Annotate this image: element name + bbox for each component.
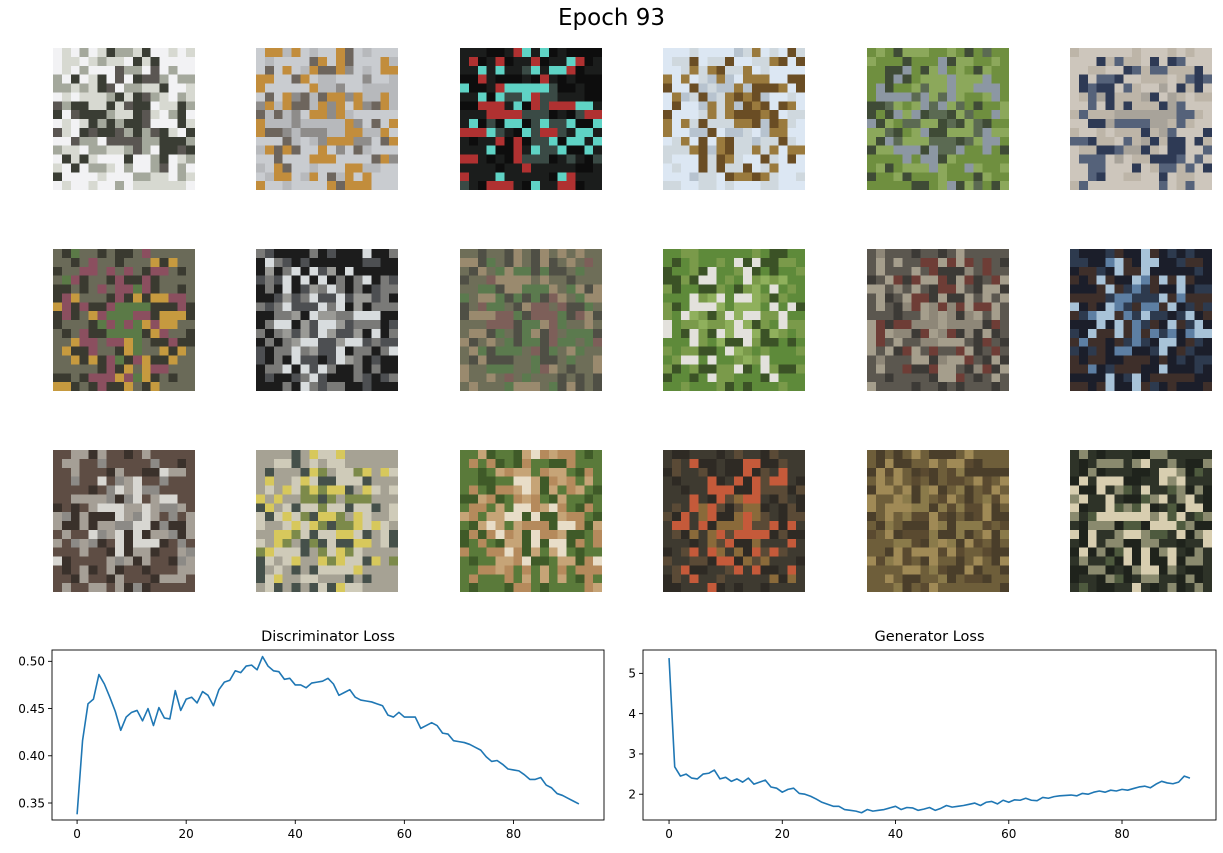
generated-sample-image — [663, 450, 805, 592]
generator-loss-xtick-label: 20 — [775, 827, 790, 841]
generated-sample-image — [1070, 450, 1212, 592]
generated-sample-image — [867, 450, 1009, 592]
discriminator-loss-ytick-label: 0.50 — [18, 655, 45, 669]
generated-sample-image — [256, 450, 398, 592]
generated-sample-image — [460, 249, 602, 391]
generator-loss-plot: Generator Loss 0 20 40 60 80 2 3 4 5 — [608, 612, 1223, 853]
discriminator-loss-plot: Discriminator Loss 0 20 40 60 80 0.35 0.40 0.45 0… — [0, 612, 608, 853]
generated-sample-image — [867, 249, 1009, 391]
generator-loss-ytick-label: 5 — [628, 667, 636, 681]
discriminator-loss-xtick-label: 40 — [288, 827, 303, 841]
generated-sample-image — [256, 249, 398, 391]
generated-sample-image — [663, 48, 805, 190]
generated-sample-image — [460, 48, 602, 190]
generator-loss-ytick-label: 3 — [628, 747, 636, 761]
generated-sample-image — [256, 48, 398, 190]
generator-loss-xtick-label: 0 — [665, 827, 673, 841]
generated-sample-image — [53, 450, 195, 592]
figure-title: Epoch 93 — [557, 5, 665, 31]
generator-loss-series-line — [668, 658, 1191, 814]
generator-loss-ytick-label: 4 — [628, 707, 636, 721]
generator-loss-chart-svg: Generator Loss 0 20 40 60 80 2 3 4 5 — [628, 629, 1217, 841]
generator-loss-xtick-label: 80 — [1114, 827, 1129, 841]
discriminator-loss-chart-svg: Discriminator Loss 0 20 40 60 80 0.35 0.40 0.45 0… — [18, 629, 605, 841]
generated-sample-image — [460, 450, 602, 592]
discriminator-loss-series-line — [76, 655, 580, 815]
generated-sample-image — [1070, 48, 1212, 190]
discriminator-loss-ytick-label: 0.45 — [18, 702, 45, 716]
generated-sample-image — [1070, 249, 1212, 391]
generated-sample-image — [53, 249, 195, 391]
discriminator-loss-ytick-label: 0.35 — [18, 796, 45, 810]
discriminator-loss-xtick-label: 60 — [397, 827, 412, 841]
generator-loss-title: Generator Loss — [874, 629, 984, 645]
discriminator-loss-title: Discriminator Loss — [261, 629, 395, 645]
discriminator-loss-ytick-label: 0.40 — [18, 749, 45, 763]
discriminator-loss-xtick-label: 80 — [506, 827, 521, 841]
generator-loss-xtick-label: 60 — [1001, 827, 1016, 841]
discriminator-loss-xtick-label: 20 — [179, 827, 194, 841]
generator-loss-axes-frame — [642, 649, 1217, 821]
discriminator-loss-axes-frame — [51, 649, 605, 821]
discriminator-loss-xtick-label: 0 — [73, 827, 81, 841]
generated-sample-image — [663, 249, 805, 391]
generated-sample-image — [867, 48, 1009, 190]
generated-sample-image — [53, 48, 195, 190]
generator-loss-ytick-label: 2 — [628, 788, 636, 802]
generator-loss-xtick-label: 40 — [888, 827, 903, 841]
